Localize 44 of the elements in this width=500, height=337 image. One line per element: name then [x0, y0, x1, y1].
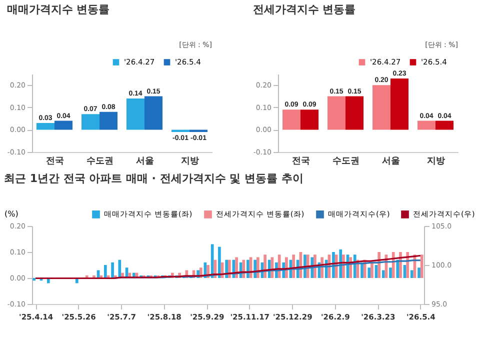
chart-title: 매매가격지수 변동률: [6, 3, 110, 16]
x-tick-label: 전국: [292, 156, 310, 166]
bar: [360, 262, 364, 278]
x-tick-label: 수도권: [86, 156, 114, 166]
bar: [418, 120, 436, 130]
bar: [100, 112, 118, 130]
x-tick-label: 수도권: [332, 156, 360, 166]
bar: [144, 96, 162, 130]
bar: [410, 270, 414, 278]
chart-title: 전세가격지수 변동률: [252, 3, 356, 16]
bar: [126, 98, 144, 130]
x-tick-label: 서울: [136, 156, 154, 166]
bar: [382, 270, 385, 278]
bar: [418, 268, 420, 278]
x-tick-label: 지방: [180, 156, 199, 166]
bar: [300, 110, 318, 130]
line-series: [34, 254, 422, 280]
bar: [328, 96, 346, 130]
bar: [118, 260, 122, 278]
x-tick-label: 전국: [46, 156, 64, 166]
bar: [396, 260, 400, 278]
y-axis-title: (%): [4, 210, 18, 218]
bar: [390, 78, 408, 130]
bar: [111, 262, 114, 278]
bar: [420, 254, 424, 278]
x-tick-label: 서울: [382, 156, 400, 166]
bar: [218, 246, 221, 278]
bar: [389, 268, 392, 278]
bar: [54, 120, 72, 130]
x-tick-label: 지방: [426, 156, 445, 166]
bar: [104, 265, 107, 278]
bar: [225, 260, 228, 278]
bar: [282, 110, 300, 130]
chart-title: 최근 1년간 전국 아파트 매매 · 전세가격지수 및 변동률 추이: [4, 172, 304, 185]
bar: [256, 257, 260, 278]
bar: [36, 123, 54, 130]
bar: [370, 262, 374, 278]
bar: [372, 85, 390, 130]
bar: [368, 268, 371, 278]
bar: [346, 96, 364, 130]
bar: [82, 114, 100, 130]
bar: [32, 278, 36, 281]
bar: [436, 120, 454, 130]
bar: [292, 254, 295, 278]
